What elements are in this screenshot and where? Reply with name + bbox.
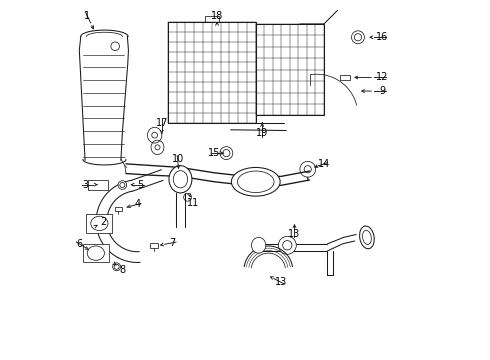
Ellipse shape (231, 167, 280, 196)
Ellipse shape (113, 263, 121, 271)
Text: 13: 13 (275, 277, 287, 287)
Ellipse shape (169, 166, 192, 193)
Text: 6: 6 (76, 239, 82, 249)
Ellipse shape (118, 181, 126, 189)
Text: 3: 3 (82, 180, 89, 190)
Text: 9: 9 (379, 86, 385, 96)
Bar (83, 244, 109, 262)
Ellipse shape (278, 236, 296, 254)
Text: 4: 4 (134, 199, 141, 210)
Text: 18: 18 (211, 11, 223, 21)
Text: 1: 1 (84, 11, 90, 21)
Text: 16: 16 (376, 32, 388, 42)
Text: 2: 2 (100, 217, 106, 227)
Text: 13: 13 (288, 229, 300, 239)
Bar (256, 24, 324, 116)
Ellipse shape (351, 31, 365, 44)
FancyBboxPatch shape (88, 180, 108, 190)
Text: 14: 14 (318, 159, 330, 169)
Ellipse shape (360, 226, 374, 249)
Bar (150, 243, 158, 248)
Text: 8: 8 (119, 265, 125, 275)
Text: 10: 10 (172, 154, 184, 164)
Text: 17: 17 (156, 118, 168, 128)
Text: 15: 15 (208, 148, 220, 158)
Text: 5: 5 (137, 180, 144, 190)
Text: 12: 12 (376, 72, 388, 82)
Bar (87, 214, 112, 233)
Bar (115, 207, 122, 211)
Text: 11: 11 (187, 198, 199, 208)
Ellipse shape (251, 237, 266, 253)
Ellipse shape (87, 246, 104, 260)
Text: 19: 19 (256, 129, 269, 138)
FancyBboxPatch shape (340, 75, 350, 80)
Bar (168, 22, 256, 123)
Text: 7: 7 (170, 238, 176, 248)
Ellipse shape (91, 216, 108, 230)
